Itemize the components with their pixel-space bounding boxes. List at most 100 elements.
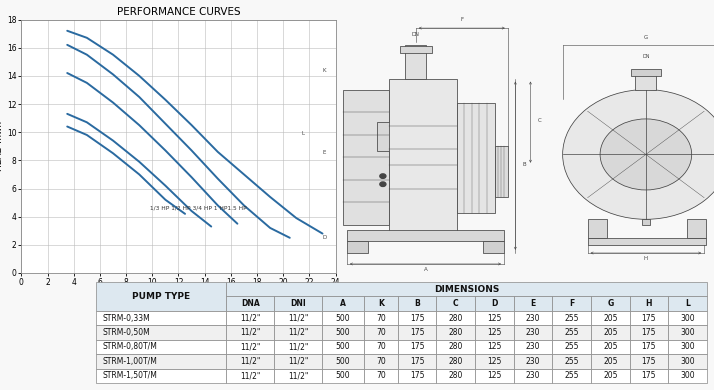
Bar [668, 296, 707, 311]
Y-axis label: HEAD mwh: HEAD mwh [0, 121, 4, 171]
Bar [630, 354, 668, 369]
Text: 280: 280 [448, 314, 463, 323]
Bar [226, 369, 274, 383]
Bar [347, 230, 504, 241]
Bar [668, 354, 707, 369]
Text: F: F [461, 17, 463, 22]
Text: L: L [685, 299, 690, 308]
Bar [495, 146, 508, 197]
X-axis label: FLOW  m³/h: FLOW m³/h [152, 290, 205, 299]
Text: 175: 175 [410, 371, 424, 380]
Bar [398, 296, 436, 311]
Bar [347, 241, 368, 253]
Text: 175: 175 [410, 357, 424, 366]
Text: 11/2": 11/2" [288, 371, 308, 380]
Bar [226, 325, 274, 340]
Ellipse shape [563, 90, 714, 219]
Bar [475, 369, 513, 383]
Bar [364, 325, 398, 340]
Bar [591, 296, 630, 311]
Text: C: C [453, 299, 458, 308]
Bar [591, 354, 630, 369]
Text: 11/2": 11/2" [288, 328, 308, 337]
Text: F: F [569, 299, 574, 308]
Bar [591, 340, 630, 354]
Bar [475, 340, 513, 354]
Bar [475, 311, 513, 325]
Text: 125: 125 [487, 371, 501, 380]
Text: 280: 280 [448, 357, 463, 366]
Bar [483, 241, 504, 253]
Text: H: H [645, 299, 652, 308]
Bar [96, 354, 226, 369]
Text: 500: 500 [336, 314, 351, 323]
Text: 70: 70 [376, 357, 386, 366]
Text: DIMENSIONS: DIMENSIONS [434, 285, 499, 294]
Text: B: B [523, 162, 526, 167]
Text: 300: 300 [680, 314, 695, 323]
Text: 70: 70 [376, 371, 386, 380]
Text: 230: 230 [526, 342, 540, 351]
Text: 125: 125 [487, 328, 501, 337]
Text: 280: 280 [448, 342, 463, 351]
Bar [400, 46, 432, 53]
Bar [588, 219, 606, 238]
Bar [513, 311, 553, 325]
Text: H: H [644, 256, 648, 261]
Text: 70: 70 [376, 342, 386, 351]
Bar [436, 296, 475, 311]
Bar [687, 219, 706, 238]
Text: G: G [607, 299, 613, 308]
Bar [226, 296, 274, 311]
Bar [668, 340, 707, 354]
Text: STRM-0,33M: STRM-0,33M [102, 314, 150, 323]
Bar [635, 70, 656, 90]
Bar [398, 325, 436, 340]
Bar [436, 325, 475, 340]
Text: 11/2": 11/2" [288, 314, 308, 323]
Bar [364, 369, 398, 383]
Text: STRM-0,50M: STRM-0,50M [102, 328, 150, 337]
Text: 1/3 HP 1/2 HP 3/4 HP 1 HP1.5 HP: 1/3 HP 1/2 HP 3/4 HP 1 HP1.5 HP [150, 206, 246, 211]
Bar [630, 369, 668, 383]
Bar [322, 369, 364, 383]
Bar [322, 354, 364, 369]
Bar [274, 296, 322, 311]
Text: C: C [538, 118, 542, 123]
Bar [398, 354, 436, 369]
Text: A: A [423, 267, 428, 272]
Text: 230: 230 [526, 357, 540, 366]
Text: 300: 300 [680, 371, 695, 380]
Bar [588, 238, 706, 245]
Bar [226, 282, 707, 296]
Text: 300: 300 [680, 328, 695, 337]
Bar [553, 369, 591, 383]
Bar [668, 325, 707, 340]
Text: 11/2": 11/2" [240, 357, 261, 366]
Bar [591, 325, 630, 340]
Text: 255: 255 [564, 328, 579, 337]
Bar [96, 369, 226, 383]
Text: 175: 175 [642, 357, 656, 366]
Bar [388, 79, 457, 236]
Text: 11/2": 11/2" [240, 314, 261, 323]
Ellipse shape [600, 119, 692, 190]
Text: A: A [340, 299, 346, 308]
Bar [553, 354, 591, 369]
Text: 11/2": 11/2" [288, 357, 308, 366]
Bar [226, 354, 274, 369]
Text: 125: 125 [487, 314, 501, 323]
Text: B: B [414, 299, 420, 308]
Bar [274, 340, 322, 354]
Text: STRM-1,00T/M: STRM-1,00T/M [102, 357, 157, 366]
Text: 175: 175 [642, 314, 656, 323]
Text: D: D [491, 299, 498, 308]
Bar [406, 45, 426, 79]
Bar [457, 103, 495, 213]
Text: E: E [531, 299, 536, 308]
Bar [630, 311, 668, 325]
Text: 230: 230 [526, 314, 540, 323]
Text: 300: 300 [680, 342, 695, 351]
Bar [322, 296, 364, 311]
Bar [96, 340, 226, 354]
